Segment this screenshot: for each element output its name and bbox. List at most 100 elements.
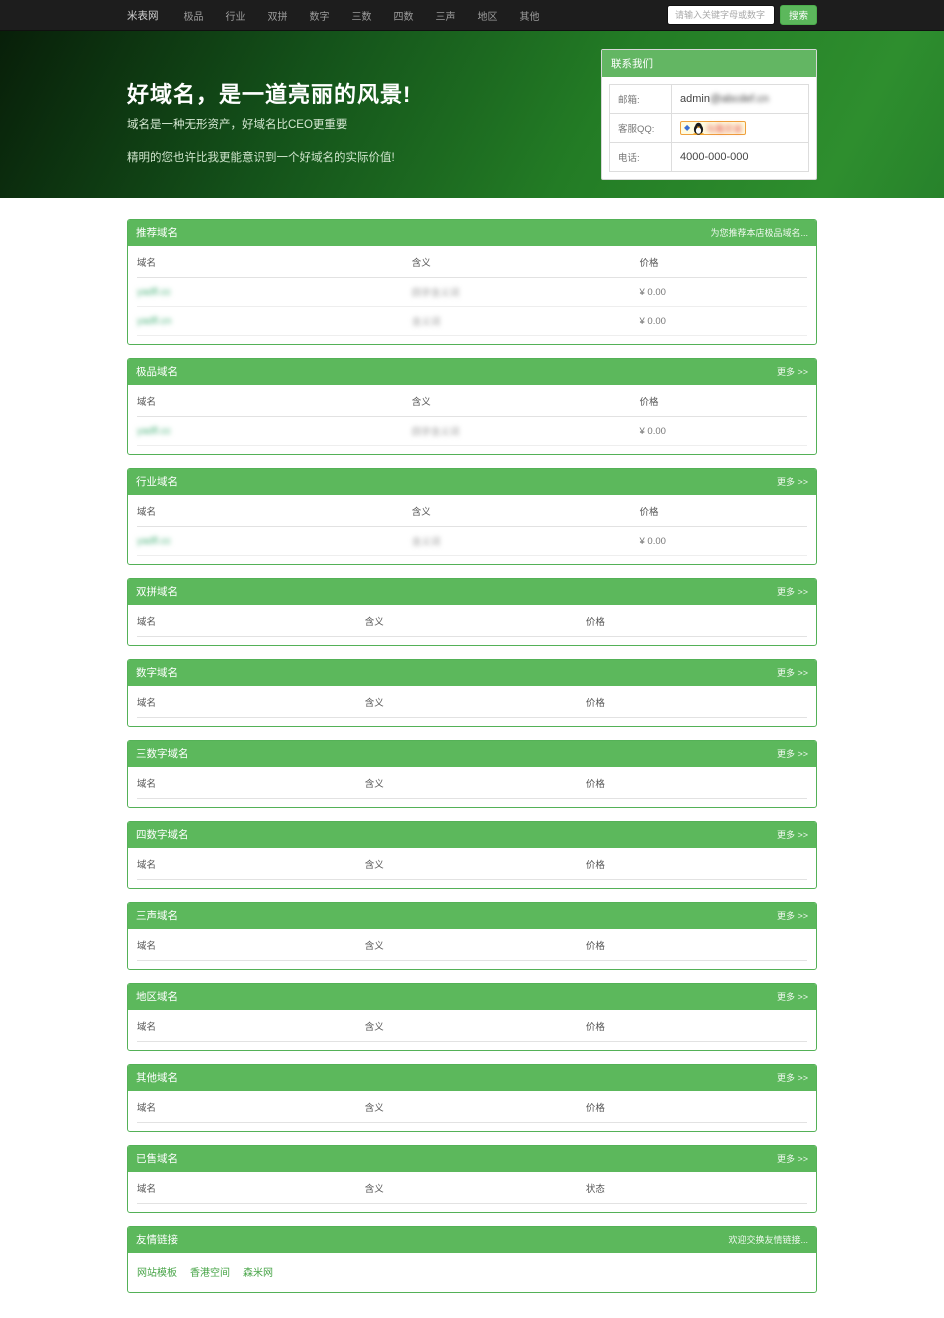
- more-link[interactable]: 更多 >>: [776, 1073, 808, 1083]
- nav-item: 双拼: [257, 0, 299, 32]
- nav-link-行业[interactable]: 行业: [225, 11, 246, 23]
- qq-chat-badge[interactable]: ◆ 与我交谈: [680, 121, 747, 135]
- nav-item: 其他: [509, 0, 551, 32]
- domain-section-panel: 三声域名 更多 >> 域名 含义 价格: [127, 902, 817, 970]
- column-header: 含义: [364, 1091, 586, 1123]
- panel-header: 推荐域名 为您推荐本店极品域名...: [128, 220, 816, 246]
- nav-item: 极品: [173, 0, 215, 32]
- panel-body: 域名 含义 价格: [128, 1010, 816, 1050]
- nav-link-数字[interactable]: 数字: [309, 11, 330, 23]
- panel-header: 三声域名 更多 >>: [128, 903, 816, 929]
- friend-link-森米网[interactable]: 森米网: [243, 1268, 273, 1279]
- domain-section-panel: 其他域名 更多 >> 域名 含义 价格: [127, 1064, 817, 1132]
- more-link[interactable]: 更多 >>: [776, 911, 808, 921]
- more-link[interactable]: 更多 >>: [776, 1154, 808, 1164]
- more-link[interactable]: 更多 >>: [776, 367, 808, 377]
- friend-link-网站模板[interactable]: 网站模板: [137, 1268, 177, 1279]
- more-link[interactable]: 更多 >>: [776, 749, 808, 759]
- column-header: 域名: [137, 767, 365, 799]
- column-header: 价格: [585, 1010, 807, 1042]
- nav-link-地区[interactable]: 地区: [477, 11, 498, 23]
- nav-link-三声[interactable]: 三声: [435, 11, 456, 23]
- domain-link[interactable]: yadfl.cn: [137, 315, 172, 327]
- domain-section-panel: 已售域名 更多 >> 域名 含义 状态: [127, 1145, 817, 1213]
- column-header: 价格: [585, 1091, 807, 1123]
- nav-link-双拼[interactable]: 双拼: [267, 11, 288, 23]
- domain-table: 域名 含义 价格: [137, 929, 807, 961]
- domain-link[interactable]: yadfl.cc: [137, 286, 171, 298]
- column-header: 域名: [137, 848, 365, 880]
- contact-row-phone: 电话: 4000-000-000: [609, 142, 809, 172]
- hero-title: 好域名，是一道亮丽的风景!: [127, 82, 412, 107]
- nav-link-其他[interactable]: 其他: [519, 11, 540, 23]
- panel-header: 其他域名 更多 >>: [128, 1065, 816, 1091]
- more-link[interactable]: 更多 >>: [776, 587, 808, 597]
- more-link[interactable]: 更多 >>: [776, 477, 808, 487]
- hero-tagline: 精明的您也许比我更能意识到一个好域名的实际价值!: [127, 152, 395, 164]
- email-label: 邮箱:: [609, 84, 672, 114]
- brand-link[interactable]: 米表网: [127, 9, 159, 22]
- friend-link-香港空间[interactable]: 香港空间: [190, 1268, 230, 1279]
- domain-section-panel: 推荐域名 为您推荐本店极品域名... 域名 含义 价格 yadfl.cc 四字含义词 ¥…: [127, 219, 817, 345]
- panel-title: 三声域名: [136, 910, 178, 922]
- panel-body: 域名 含义 价格: [128, 686, 816, 726]
- panel-title: 地区域名: [136, 991, 178, 1003]
- nav-link-四数[interactable]: 四数: [393, 11, 414, 23]
- search-input[interactable]: [666, 5, 775, 25]
- column-header: 价格: [639, 385, 807, 417]
- column-header: 含义: [411, 495, 640, 527]
- domain-link[interactable]: yadfl.cc: [137, 535, 171, 547]
- column-header: 价格: [585, 605, 807, 637]
- contact-card-header: 联系我们: [602, 50, 816, 77]
- nav-link-极品[interactable]: 极品: [183, 11, 204, 23]
- hero-banner: 好域名，是一道亮丽的风景! 域名是一种无形资产，好域名比CEO更重要 精明的您也…: [0, 31, 944, 198]
- domain-meaning: 四字含义词: [411, 427, 460, 438]
- phone-value: 4000-000-000: [671, 142, 809, 172]
- panel-header: 双拼域名 更多 >>: [128, 579, 816, 605]
- hero-subtitle: 域名是一种无形资产，好域名比CEO更重要: [127, 119, 348, 131]
- search-button[interactable]: 搜索: [779, 5, 817, 25]
- panel-body: 域名 含义 状态: [128, 1172, 816, 1212]
- domain-meaning: 含义词: [411, 317, 441, 328]
- panel-body: 域名 含义 价格: [128, 605, 816, 645]
- column-header: 价格: [585, 686, 807, 718]
- more-link[interactable]: 为您推荐本店极品域名...: [710, 228, 808, 238]
- domain-table: 域名 含义 价格: [137, 848, 807, 880]
- column-header: 价格: [639, 246, 807, 278]
- panel-title: 友情链接: [136, 1234, 178, 1246]
- panel-title: 极品域名: [136, 366, 178, 378]
- hero-text: 好域名，是一道亮丽的风景! 域名是一种无形资产，好域名比CEO更重要 精明的您也…: [127, 31, 817, 165]
- table-header-row: 域名 含义 价格: [137, 1091, 807, 1123]
- column-header: 含义: [364, 1010, 586, 1042]
- column-header: 域名: [137, 1091, 365, 1123]
- column-header: 域名: [137, 686, 365, 718]
- column-header: 价格: [585, 848, 807, 880]
- panel-header: 行业域名 更多 >>: [128, 469, 816, 495]
- contact-card: 联系我们 邮箱: admin@abcdef.cn 客服QQ: ◆: [601, 49, 817, 180]
- domain-section-panel: 地区域名 更多 >> 域名 含义 价格: [127, 983, 817, 1051]
- sections: 推荐域名 为您推荐本店极品域名... 域名 含义 价格 yadfl.cc 四字含义词 ¥…: [127, 219, 817, 1213]
- nav-search: 搜索: [666, 5, 817, 25]
- more-link[interactable]: 更多 >>: [776, 992, 808, 1002]
- domain-link[interactable]: yadfl.cc: [137, 425, 171, 437]
- domain-table: 域名 含义 价格: [137, 1010, 807, 1042]
- table-header-row: 域名 含义 价格: [137, 848, 807, 880]
- domain-price: ¥ 0.00: [639, 526, 807, 556]
- table-header-row: 域名 含义 价格: [137, 495, 807, 527]
- panel-header: 友情链接 欢迎交换友情链接...: [128, 1227, 816, 1253]
- panel-body: 域名 含义 价格: [128, 1091, 816, 1131]
- more-link[interactable]: 更多 >>: [776, 830, 808, 840]
- more-link[interactable]: 更多 >>: [776, 668, 808, 678]
- panel-title: 数字域名: [136, 667, 178, 679]
- column-header: 含义: [364, 929, 586, 961]
- column-header: 域名: [137, 1010, 365, 1042]
- nav-item: 行业: [215, 0, 257, 32]
- panel-header: 数字域名 更多 >>: [128, 660, 816, 686]
- nav-link-三数[interactable]: 三数: [351, 11, 372, 23]
- panel-header: 已售域名 更多 >>: [128, 1146, 816, 1172]
- panel-title: 推荐域名: [136, 227, 178, 239]
- column-header: 域名: [137, 929, 365, 961]
- contact-row-email: 邮箱: admin@abcdef.cn: [609, 84, 809, 114]
- qq-spark-icon: ◆: [684, 123, 691, 132]
- panel-title: 双拼域名: [136, 586, 178, 598]
